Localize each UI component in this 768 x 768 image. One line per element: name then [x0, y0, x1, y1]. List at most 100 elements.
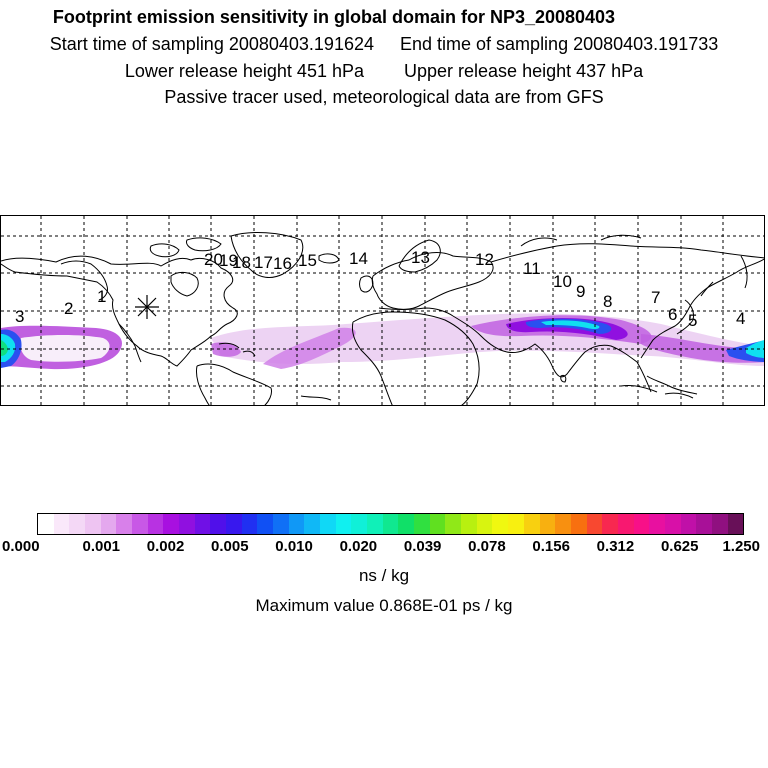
- color-scale-tick-label: 0.020: [339, 538, 378, 555]
- color-scale-swatch: [320, 514, 336, 534]
- coast-southeast-asia: [636, 361, 698, 395]
- coast-iceland: [318, 253, 340, 264]
- color-scale-swatch: [69, 514, 86, 534]
- lower-release-text: Lower release height 451 hPa: [124, 61, 364, 81]
- coast-arctic-islands: [149, 237, 222, 258]
- coast-alaska: [60, 260, 108, 301]
- point-label: 19: [219, 251, 238, 270]
- color-scale-swatch: [241, 514, 258, 534]
- plume-swirl-inner-white: [20, 335, 110, 362]
- coast-asia-east: [640, 258, 764, 359]
- color-scale-swatch: [116, 514, 133, 534]
- color-scale-tick-label: 0.005: [211, 538, 249, 555]
- color-scale-tick-label: 0.625: [660, 538, 699, 555]
- color-scale-swatch: [476, 514, 493, 534]
- plot-title: Footprint emission sensitivity in global…: [52, 7, 616, 27]
- color-scale-swatch: [649, 514, 665, 534]
- color-scale-tick-label: 0.156: [532, 538, 570, 555]
- color-scale-swatch: [696, 514, 712, 534]
- lat-lon-grid: [1, 216, 764, 405]
- color-scale-swatch: [304, 514, 321, 534]
- color-scale-swatch: [288, 514, 305, 534]
- color-scale-bar: [37, 513, 744, 535]
- color-scale-swatch: [523, 514, 540, 534]
- color-scale-swatch: [445, 514, 462, 534]
- point-label: 2: [64, 299, 74, 318]
- color-scale-tick-label: 1.250: [722, 538, 760, 555]
- color-scale-swatch: [711, 514, 728, 534]
- coast-japan: [676, 281, 714, 335]
- point-label: 9: [576, 282, 586, 301]
- point-label: 16: [273, 254, 292, 273]
- color-scale-tick-label: 0.010: [275, 538, 313, 555]
- color-scale-swatch: [179, 514, 195, 534]
- color-scale-swatch: [664, 514, 681, 534]
- point-label: 17: [254, 253, 273, 272]
- point-label: 1: [97, 287, 107, 306]
- coast-antarctic-fragment: [300, 395, 332, 401]
- color-scale-swatch: [226, 514, 242, 534]
- color-scale-tick-label: 0.001: [82, 538, 121, 555]
- coast-kamchatka: [740, 255, 748, 289]
- point-label: 4: [736, 309, 746, 328]
- plume-swirl-green: [1, 340, 8, 356]
- point-label: 20: [204, 250, 223, 269]
- color-scale-swatch: [147, 514, 164, 534]
- color-scale-tick-label: 0.039: [403, 538, 442, 555]
- color-scale-swatch: [53, 514, 70, 534]
- color-scale-swatch: [367, 514, 383, 534]
- color-scale-swatch: [617, 514, 634, 534]
- plume-central-america: [211, 342, 241, 357]
- coast-north-america: [1, 255, 238, 367]
- sampling-times: Start time of sampling 20080403.191624 En…: [0, 33, 768, 55]
- point-label: 13: [411, 248, 430, 267]
- coast-baja: [118, 323, 142, 363]
- end-sampling-text: End time of sampling 20080403.191733: [400, 34, 719, 54]
- point-label: 6: [668, 305, 678, 324]
- color-scale-swatch: [555, 514, 571, 534]
- color-scale-swatch: [602, 514, 618, 534]
- world-map-svg: [1, 216, 764, 405]
- color-scale-swatch: [398, 514, 415, 534]
- plume-cyan-asia: [541, 320, 600, 330]
- color-scale-swatch: [727, 514, 744, 534]
- coast-sri-lanka: [560, 375, 567, 383]
- release-heights: Lower release height 451 hPa Upper releas…: [0, 60, 768, 82]
- color-scale-swatch: [382, 514, 399, 534]
- color-scale-swatch: [257, 514, 274, 534]
- point-label: 3: [15, 307, 25, 326]
- maximum-value-text: Maximum value 0.868E-01 ps / kg: [255, 596, 513, 615]
- color-scale-swatch: [38, 514, 54, 534]
- coast-asia-north: [490, 243, 764, 263]
- coast-uk: [359, 275, 374, 293]
- color-scale-swatch: [492, 514, 509, 534]
- plume-low-central: [263, 327, 356, 369]
- point-label: 8: [603, 292, 613, 311]
- point-label: 11: [523, 259, 541, 278]
- point-label: 14: [349, 249, 368, 268]
- color-scale-swatch: [163, 514, 180, 534]
- coast-greenland: [230, 232, 304, 278]
- point-label: 18: [232, 253, 251, 272]
- world-map-panel: 1 2 3 4 5 6 7 8 9 10 11 12 13 14 15 16 1…: [0, 215, 765, 406]
- coastlines: [1, 232, 764, 405]
- color-scale-unit: ns / kg: [358, 566, 410, 585]
- color-scale-swatch: [132, 514, 148, 534]
- coast-hudson-bay: [170, 271, 199, 297]
- color-scale-swatch: [633, 514, 650, 534]
- color-scale-swatch: [461, 514, 477, 534]
- point-label: 10: [553, 272, 572, 291]
- point-label: 12: [475, 250, 494, 269]
- sensitivity-field: [1, 313, 764, 370]
- color-scale-tick-label: 0.000: [2, 538, 40, 555]
- color-scale-swatch: [85, 514, 101, 534]
- color-scale-swatch: [351, 514, 368, 534]
- coast-scandinavia: [398, 239, 441, 273]
- color-scale-tick-label: 0.078: [468, 538, 506, 555]
- color-scale-swatch: [210, 514, 227, 534]
- color-scale-swatch: [586, 514, 603, 534]
- point-label: 7: [651, 288, 661, 307]
- upper-release-text: Upper release height 437 hPa: [404, 61, 644, 81]
- color-scale-tick-label: 0.312: [596, 538, 635, 555]
- color-scale-swatch: [194, 514, 211, 534]
